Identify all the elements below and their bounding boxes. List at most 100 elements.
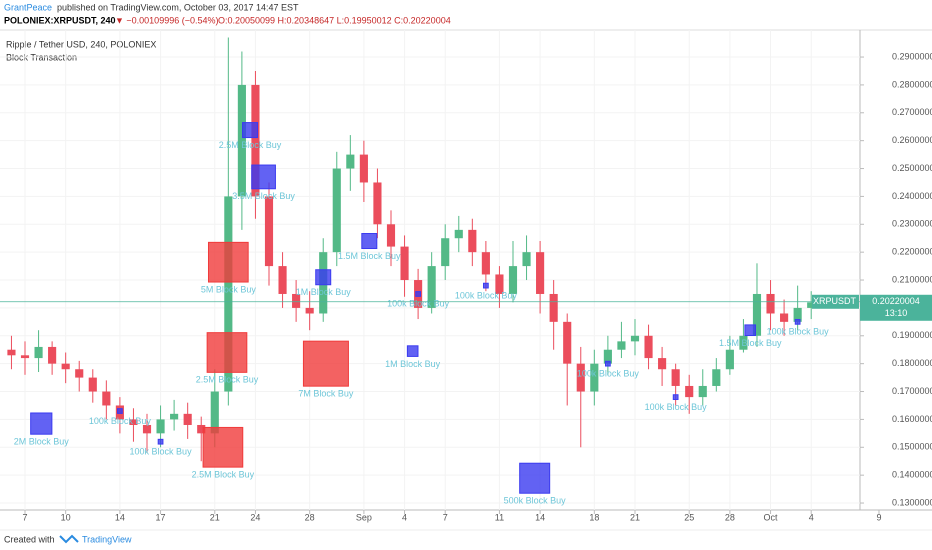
candle-body <box>563 321 572 364</box>
candle-body <box>102 391 111 406</box>
block-marker <box>315 269 332 286</box>
block-marker <box>406 345 419 357</box>
candle-body <box>170 413 179 420</box>
candle-body <box>468 229 477 253</box>
x-tick-label: Sep <box>356 512 372 522</box>
candle-body <box>427 266 436 308</box>
y-tick-label: 0.14000000 <box>892 470 932 480</box>
published: published on TradingView.com, October 03… <box>57 2 299 12</box>
x-tick-label: 21 <box>630 512 640 522</box>
block-label: 100k Block Buy <box>130 446 193 456</box>
candle-body <box>88 377 97 392</box>
candle-body <box>75 369 84 378</box>
candle-body <box>61 363 70 370</box>
ohlc: O:0.20050099 H:0.20348647 L:0.19950012 C… <box>218 15 451 25</box>
footer-brand[interactable]: TradingView <box>82 534 132 544</box>
y-tick-label: 0.16000000 <box>892 414 932 424</box>
candle-body <box>725 349 734 370</box>
candle-body <box>373 182 382 225</box>
y-tick-label: 0.23000000 <box>892 219 932 229</box>
candle-body <box>237 84 246 197</box>
block-label: 2.5M Block Buy <box>219 140 282 150</box>
author[interactable]: GrantPeace <box>4 2 52 12</box>
candle-body <box>210 391 219 434</box>
last-price-tag <box>860 294 932 321</box>
candle-body <box>698 385 707 398</box>
candle-body <box>386 224 396 247</box>
candle-body <box>712 369 721 386</box>
x-tick-label: Oct <box>764 512 779 522</box>
block-marker <box>242 122 259 139</box>
block-marker <box>302 340 349 387</box>
candle-body <box>495 274 504 294</box>
block-marker <box>744 324 757 337</box>
y-tick-label: 0.25000000 <box>892 163 932 173</box>
block-label: 1.5M Block Buy <box>338 251 401 261</box>
block-marker <box>206 332 248 373</box>
candle-body <box>807 302 816 308</box>
symbol: POLONIEX:XRPUSDT, 240 <box>4 15 116 25</box>
block-marker <box>483 282 489 289</box>
candle-body <box>508 266 518 294</box>
candle-body <box>617 341 626 350</box>
candle-body <box>671 369 680 386</box>
block-label: 1.5M Block Buy <box>719 338 782 348</box>
x-tick-label: 25 <box>684 512 694 522</box>
candle-body <box>34 346 43 359</box>
candle-body <box>332 168 341 253</box>
last-symbol-bg <box>812 294 859 309</box>
candle-body <box>630 335 640 342</box>
last-symbol: XRPUSDT <box>813 296 857 306</box>
x-tick-label: 21 <box>210 512 220 522</box>
block-label: 100k Block Buy <box>767 327 830 337</box>
x-tick-label: 9 <box>876 512 881 522</box>
block-label: 1M Block Buy <box>385 359 441 369</box>
block-marker <box>672 394 679 400</box>
candle-body <box>576 363 585 392</box>
candle-body <box>454 229 463 239</box>
candle-body <box>536 252 545 294</box>
block-label: 2M Block Buy <box>14 437 70 447</box>
block-label: 500k Block Buy <box>504 496 567 506</box>
y-tick-label: 0.26000000 <box>892 135 932 145</box>
x-tick-label: 18 <box>589 512 599 522</box>
block-marker <box>202 426 244 468</box>
x-tick-label: 11 <box>495 512 504 522</box>
candle-body <box>7 349 16 356</box>
block-marker <box>605 360 611 367</box>
y-tick-label: 0.21000000 <box>892 274 932 284</box>
candle-body <box>441 238 450 267</box>
candle-body <box>129 419 138 425</box>
y-tick-label: 0.28000000 <box>892 79 932 89</box>
x-tick-label: 14 <box>535 512 545 522</box>
last-price-label: 0.20220004 <box>872 296 920 306</box>
x-tick-label: 28 <box>725 512 735 522</box>
candle-body <box>346 154 355 169</box>
candle-body <box>481 252 490 275</box>
chart-title: Ripple / Tether USD, 240, POLONIEX <box>6 39 156 49</box>
block-label: 100k Block Buy <box>387 299 450 309</box>
block-marker <box>519 462 551 494</box>
block-label: 100k Block Buy <box>577 368 640 378</box>
x-tick-label: 14 <box>115 512 125 522</box>
block-label: 2.5M Block Buy <box>196 375 259 385</box>
block-marker <box>415 291 421 297</box>
footer-created: Created with <box>4 534 55 544</box>
candle-body <box>224 196 233 392</box>
candle-body <box>251 84 260 197</box>
candle-body <box>20 355 30 359</box>
candle-body <box>793 307 802 322</box>
candle-body <box>752 293 762 336</box>
candle-body <box>685 385 694 398</box>
y-tick-label: 0.22000000 <box>892 247 932 257</box>
candle-body <box>658 358 667 370</box>
block-marker <box>30 412 53 435</box>
candle-body <box>400 246 409 281</box>
candle-body <box>359 154 368 183</box>
y-tick-label: 0.17000000 <box>892 386 932 396</box>
block-label: 1M Block Buy <box>296 287 352 297</box>
candle-body <box>780 313 789 322</box>
block-marker <box>251 164 276 190</box>
x-tick-label: 4 <box>809 512 814 522</box>
